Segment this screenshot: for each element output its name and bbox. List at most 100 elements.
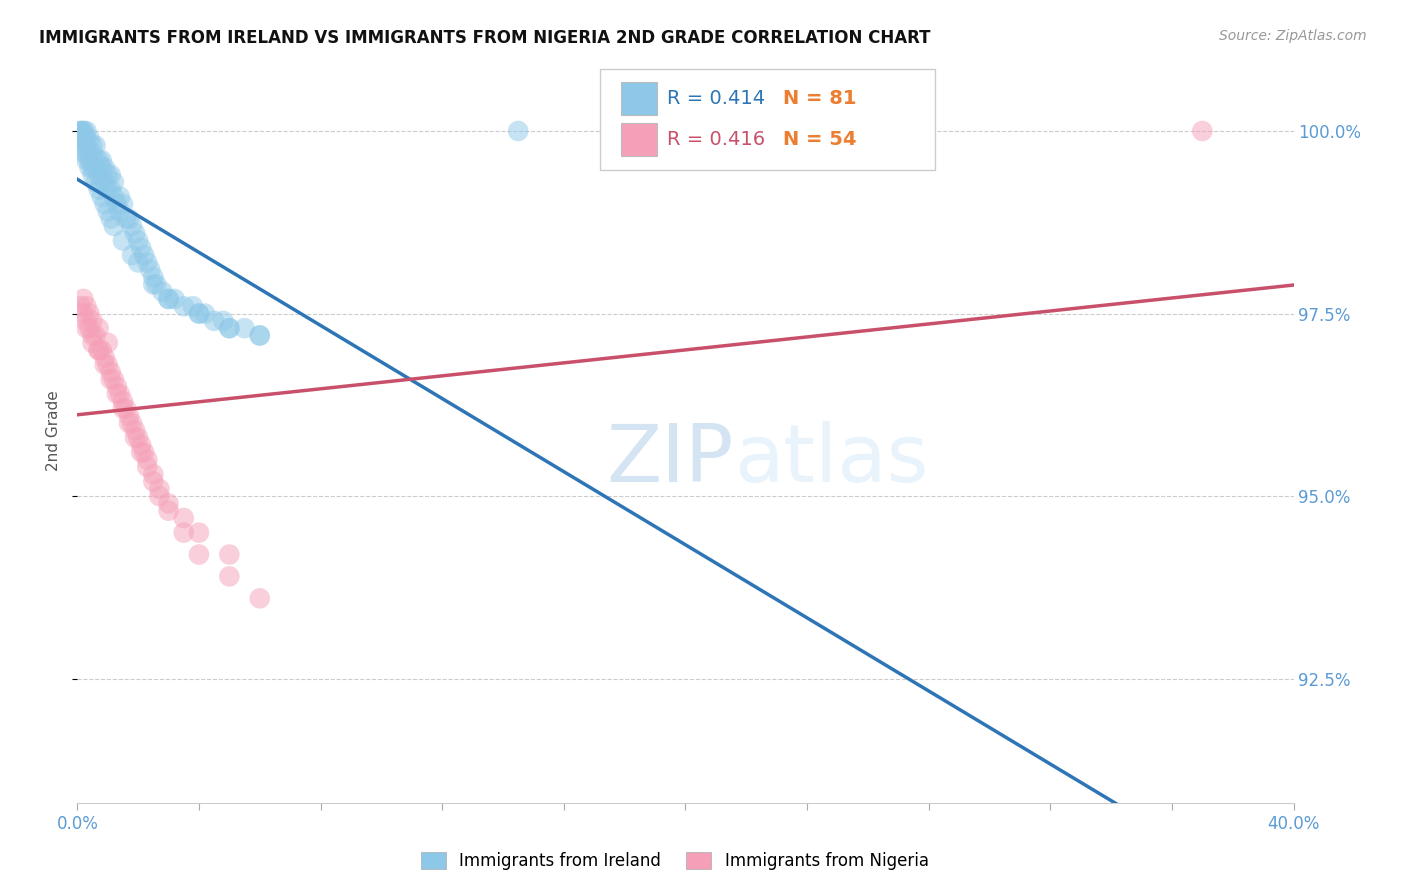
Point (115, 401, 138, 416)
Point (111, 394, 134, 409)
Point (97, 335, 120, 350)
Point (188, 548, 211, 562)
Point (87, 321, 110, 335)
Point (129, 438, 152, 452)
Point (1191, 124, 1213, 138)
Point (87, 343, 110, 357)
Point (108, 387, 131, 401)
Legend: Immigrants from Ireland, Immigrants from Nigeria: Immigrants from Ireland, Immigrants from… (415, 845, 935, 877)
Point (111, 401, 134, 416)
Point (79, 145, 101, 160)
Point (87, 343, 110, 357)
Point (134, 445, 156, 459)
Point (75, 299, 97, 313)
Text: R = 0.416: R = 0.416 (668, 130, 765, 150)
Point (82, 335, 104, 350)
Point (72, 124, 94, 138)
Point (188, 307, 211, 321)
Point (82, 314, 104, 328)
Point (93, 351, 115, 365)
Point (173, 525, 195, 540)
Text: ZIP: ZIP (607, 421, 734, 500)
Point (97, 168, 120, 182)
Point (152, 285, 174, 299)
Point (249, 328, 271, 343)
Point (100, 365, 122, 379)
Point (82, 145, 104, 160)
FancyBboxPatch shape (621, 82, 658, 115)
Point (111, 234, 134, 248)
Point (75, 138, 97, 153)
Point (90, 153, 112, 168)
Point (129, 445, 152, 459)
Point (188, 525, 211, 540)
Point (103, 190, 125, 204)
Point (84, 175, 107, 189)
Point (69, 131, 91, 145)
Point (75, 145, 97, 160)
Point (69, 124, 91, 138)
Point (142, 467, 165, 482)
Point (218, 321, 240, 335)
Point (79, 131, 101, 145)
Point (108, 190, 131, 204)
Point (111, 197, 134, 211)
Point (212, 314, 235, 328)
Point (79, 153, 101, 168)
Point (87, 168, 110, 182)
Point (82, 161, 104, 175)
Point (142, 475, 165, 489)
Point (75, 153, 97, 168)
Point (181, 299, 204, 313)
FancyBboxPatch shape (600, 70, 935, 169)
Text: N = 81: N = 81 (783, 89, 856, 109)
Point (142, 270, 165, 285)
Point (69, 299, 91, 313)
Point (72, 138, 94, 153)
Point (69, 124, 91, 138)
Point (82, 328, 104, 343)
Point (157, 292, 180, 306)
Point (249, 328, 271, 343)
Point (100, 168, 122, 182)
Point (145, 277, 167, 292)
Point (127, 255, 149, 269)
Point (233, 321, 256, 335)
Text: R = 0.414: R = 0.414 (668, 89, 765, 109)
Point (218, 548, 240, 562)
Point (508, 124, 530, 138)
Point (103, 219, 125, 233)
Point (72, 292, 94, 306)
Point (148, 482, 170, 496)
Point (173, 511, 195, 525)
Y-axis label: 2nd Grade: 2nd Grade (45, 390, 60, 471)
Point (218, 569, 240, 583)
Point (202, 314, 225, 328)
Point (157, 292, 180, 306)
Point (75, 321, 97, 335)
Point (124, 226, 146, 240)
Point (87, 153, 110, 168)
Point (84, 328, 107, 343)
Point (105, 379, 128, 393)
Point (105, 197, 128, 211)
Point (157, 504, 180, 518)
Point (93, 161, 115, 175)
Point (103, 175, 125, 189)
Point (142, 277, 165, 292)
Point (79, 161, 101, 175)
Point (115, 211, 138, 226)
Point (249, 591, 271, 606)
Point (84, 161, 107, 175)
Point (72, 131, 94, 145)
Point (100, 372, 122, 386)
Point (108, 204, 131, 219)
Point (72, 307, 94, 321)
Point (136, 255, 159, 269)
Point (163, 292, 186, 306)
Text: atlas: atlas (734, 421, 928, 500)
Point (87, 182, 110, 196)
Point (127, 234, 149, 248)
Point (100, 182, 122, 196)
Point (69, 131, 91, 145)
